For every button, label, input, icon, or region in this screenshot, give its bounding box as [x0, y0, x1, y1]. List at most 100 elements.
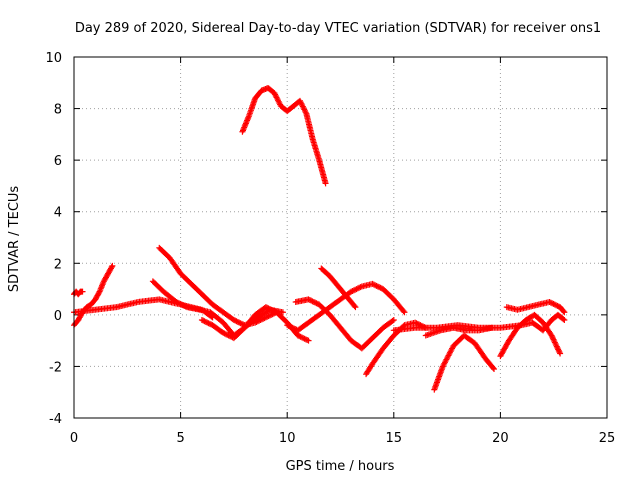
data-point-arc-high [322, 180, 329, 187]
data-point-arc-e [279, 309, 286, 316]
grid-lines [74, 57, 607, 418]
data-point-arc-d [230, 317, 237, 324]
data-point-arc-i [305, 296, 312, 303]
x-tick-label: 10 [279, 431, 296, 446]
data-point-arc-g [369, 280, 376, 287]
data-point-arc-d [264, 313, 271, 320]
data-point-arc-f [206, 320, 213, 327]
data-point-arc-g [400, 308, 407, 315]
data-point-arc-g [352, 286, 359, 293]
data-point-arc-f [262, 304, 269, 311]
data-points [71, 84, 568, 393]
data-point-arc-d [234, 318, 241, 325]
data-point-arc-f [204, 319, 211, 326]
data-point-arc-d [265, 313, 272, 320]
data-point-arc-n [556, 349, 563, 356]
data-point-arc-f [226, 333, 233, 340]
data-point-arc-m [488, 324, 495, 331]
data-point-arc-g [372, 282, 379, 289]
data-point-arc-d [266, 312, 273, 319]
data-point-arc-e [176, 300, 183, 307]
data-point-arc-n [557, 350, 564, 357]
data-point-arc-f [202, 318, 209, 325]
x-tick-label: 20 [492, 431, 509, 446]
data-point-arc-o [560, 308, 567, 315]
data-point-arc-n [549, 333, 556, 340]
y-tick-label: -4 [49, 412, 62, 427]
data-point-arc-a [109, 262, 116, 269]
data-point-arc-o [547, 299, 554, 306]
data-point-arc-f [301, 335, 308, 342]
data-point-arc-g [350, 287, 357, 294]
data-point-arc-g [374, 283, 381, 290]
data-point-arc-i [309, 298, 316, 305]
data-point-arc-e [174, 299, 181, 306]
data-point-arc-g [376, 284, 383, 291]
data-point-arc-d [258, 316, 265, 323]
y-tick-label: 10 [45, 51, 62, 66]
data-point-arc-n [552, 340, 559, 347]
data-point-arc-n [555, 346, 562, 353]
data-point-arc-g [285, 322, 292, 329]
data-point-arc-l [491, 366, 498, 373]
data-point-arc-o [550, 300, 557, 307]
data-point-arc-i [312, 299, 319, 306]
data-point-arc-n [551, 338, 558, 345]
data-point-arc-d [257, 317, 264, 324]
data-point-arc-f [300, 335, 307, 342]
data-point-arc-e [178, 301, 185, 308]
data-point-arc-d [238, 320, 245, 327]
data-point-arc-g [356, 284, 363, 291]
data-point-arc-o [549, 300, 556, 307]
data-point-arc-e [177, 300, 184, 307]
x-tick-label: 25 [599, 431, 616, 446]
data-point-arc-i [389, 317, 396, 324]
data-point-arc-d [232, 317, 239, 324]
data-point-arc-f [198, 317, 205, 324]
data-point-arc-e [173, 298, 180, 305]
data-point-arc-f [221, 330, 228, 337]
data-point-arc-g [290, 325, 297, 332]
data-point-arc-f [224, 331, 231, 338]
data-point-arc-o [546, 298, 553, 305]
x-axis-label: GPS time / hours [286, 459, 395, 474]
data-point-arc-h [351, 302, 358, 309]
data-point-arc-o [554, 302, 561, 309]
x-tick-label: 0 [70, 431, 78, 446]
y-tick-label: -2 [49, 360, 62, 375]
data-point-arc-n [554, 344, 561, 351]
data-point-arc-f [268, 306, 275, 313]
data-point-arc-g [289, 324, 296, 331]
data-point-arc-g [370, 281, 377, 288]
data-point-arc-j [412, 319, 419, 326]
data-point-arc-d [261, 315, 268, 322]
data-point-arc-i [313, 300, 320, 307]
data-point-arc-o [561, 309, 568, 316]
data-point-arc-n [555, 347, 562, 354]
data-point-arc-p [560, 316, 567, 323]
y-tick-label: 8 [54, 103, 62, 118]
data-point-arc-e [182, 303, 189, 310]
data-point-arc-a [95, 289, 102, 296]
data-point-arc-g [373, 282, 380, 289]
y-tick-label: 0 [54, 309, 62, 324]
data-point-arc-f [222, 331, 229, 338]
data-point-arc-i [390, 317, 397, 324]
data-point-arc-h [352, 304, 359, 311]
data-point-arc-n [553, 342, 560, 349]
y-axis-label: SDTVAR / TECUs [7, 186, 22, 293]
x-tick-label: 15 [386, 431, 403, 446]
data-point-arc-d [260, 315, 267, 322]
data-point-arc-n [549, 335, 556, 342]
data-point-arc-f [305, 337, 312, 344]
data-point-arc-i [306, 297, 313, 304]
data-point-arc-n [553, 343, 560, 350]
data-point-arc-d [262, 314, 269, 321]
data-point-arc-l [490, 364, 497, 371]
data-point-arc-o [553, 302, 560, 309]
data-point-arc-f [201, 318, 208, 325]
data-point-arc-g [288, 324, 295, 331]
data-point-arc-f [270, 307, 277, 314]
data-point-arc-g [286, 323, 293, 330]
data-point-arc-g [284, 322, 291, 329]
